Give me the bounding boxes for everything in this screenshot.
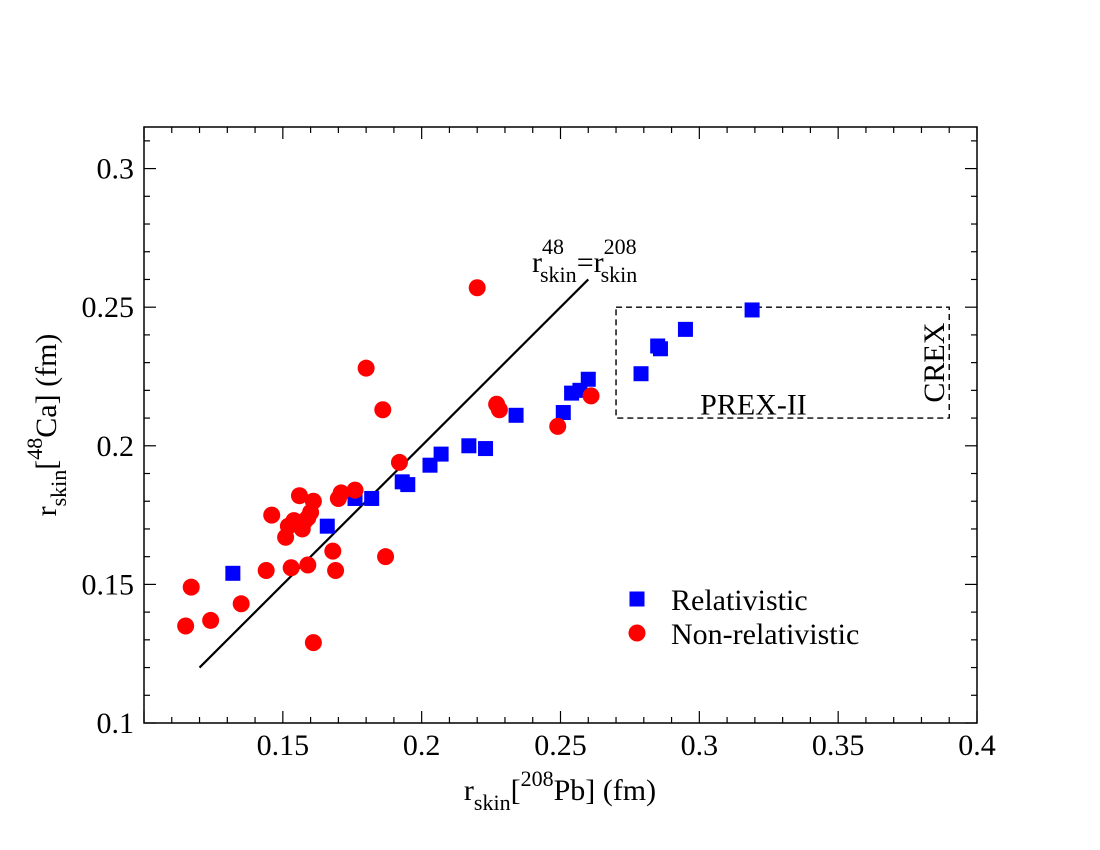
non-relativistic-point xyxy=(282,559,300,577)
non-relativistic-point xyxy=(374,401,392,419)
plot-area: 0.15 0.2 0.25 0.3 0.35 0.4 0.1 0.15 0.2 0.25 0.3 rs… xyxy=(22,126,996,815)
x-tick-label: 0.35 xyxy=(812,729,865,762)
non-relativistic-point xyxy=(377,548,395,566)
non-relativistic-point xyxy=(182,578,200,596)
non-relativistic-point xyxy=(582,387,600,405)
legend-label: Relativistic xyxy=(671,584,808,617)
relativistic-point xyxy=(633,366,649,382)
reference-line-label: r48 skin=r208 skin xyxy=(532,234,637,287)
reference-line xyxy=(198,278,590,669)
relativistic-point xyxy=(580,371,596,387)
non-relativistic-point xyxy=(332,484,350,502)
y-tick-label: 0.2 xyxy=(97,430,135,463)
x-tick-label: 0.4 xyxy=(958,729,996,762)
relativistic-point xyxy=(461,438,477,454)
non-relativistic-point xyxy=(490,401,508,419)
relativistic-point xyxy=(555,405,571,421)
non-relativistic-point xyxy=(177,617,195,635)
y-tick-label: 0.15 xyxy=(82,568,135,601)
non-relativistic-point xyxy=(202,611,220,629)
prex-crex-region xyxy=(615,306,950,419)
legend-marker-non-relativistic xyxy=(628,624,646,642)
non-relativistic-point xyxy=(232,595,250,613)
non-relativistic-point xyxy=(468,279,486,297)
x-tick-label: 0.2 xyxy=(403,729,441,762)
relativistic-point xyxy=(225,565,241,581)
legend-marker-relativistic xyxy=(629,591,645,607)
y-tick-label: 0.25 xyxy=(82,291,135,324)
relativistic-point xyxy=(478,441,494,457)
non-relativistic-point xyxy=(290,487,308,505)
prex-label: PREX-II xyxy=(700,389,807,422)
x-tick-label: 0.15 xyxy=(257,729,310,762)
non-relativistic-point xyxy=(304,492,322,510)
x-tick-label: 0.25 xyxy=(534,729,587,762)
non-relativistic-point xyxy=(257,562,275,580)
non-relativistic-point xyxy=(324,542,342,560)
relativistic-point xyxy=(677,321,693,337)
relativistic-point xyxy=(508,407,524,423)
relativistic-point xyxy=(433,446,449,462)
y-tick-label: 0.1 xyxy=(97,707,135,740)
y-tick-label: 0.3 xyxy=(97,153,135,186)
relativistic-point xyxy=(652,341,668,357)
non-relativistic-point xyxy=(390,453,408,471)
relativistic-point xyxy=(364,490,380,506)
relativistic-point xyxy=(400,477,416,493)
non-relativistic-point xyxy=(327,562,345,580)
non-relativistic-point xyxy=(263,506,281,524)
non-relativistic-point xyxy=(304,634,322,652)
non-relativistic-point xyxy=(346,481,364,499)
x-tick-label: 0.3 xyxy=(681,729,719,762)
legend-label: Non-relativistic xyxy=(671,618,859,651)
relativistic-point xyxy=(319,518,335,534)
non-relativistic-point xyxy=(357,359,375,377)
x-axis-title: rskin[208Pb] (fm) xyxy=(464,766,656,815)
relativistic-point xyxy=(744,302,760,318)
y-axis-title: rskin[48Ca] (fm) xyxy=(22,334,71,517)
non-relativistic-point xyxy=(549,417,567,435)
non-relativistic-point xyxy=(299,556,317,574)
crex-label: CREX xyxy=(918,322,951,402)
